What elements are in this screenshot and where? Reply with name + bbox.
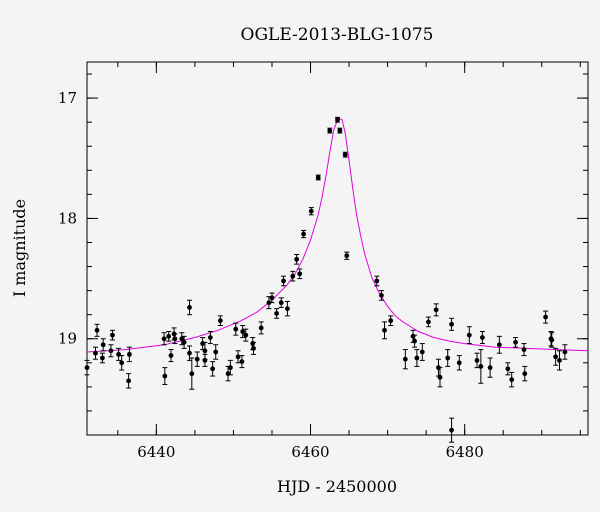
data-point xyxy=(213,349,219,355)
data-point xyxy=(187,305,192,310)
y-tick-label: 18 xyxy=(58,209,77,227)
data-point xyxy=(456,360,462,366)
data-point xyxy=(108,348,114,354)
data-point xyxy=(449,321,454,327)
data-point xyxy=(235,354,241,360)
data-point xyxy=(478,364,484,369)
data-point xyxy=(166,333,172,339)
data-point xyxy=(100,342,106,348)
data-point xyxy=(210,366,216,372)
plot-frame xyxy=(86,61,589,436)
data-point xyxy=(437,374,443,380)
data-point xyxy=(337,128,343,133)
data-point xyxy=(168,353,174,358)
data-point xyxy=(84,365,90,371)
data-point xyxy=(521,347,527,352)
data-point xyxy=(543,314,549,320)
data-point xyxy=(505,366,511,372)
y-tick-label: 19 xyxy=(58,330,77,348)
data-point xyxy=(233,326,239,332)
data-point xyxy=(194,356,200,362)
data-point xyxy=(239,359,245,365)
data-point xyxy=(179,336,185,342)
data-point xyxy=(290,273,296,279)
data-point xyxy=(202,358,208,363)
data-point xyxy=(342,152,348,158)
data-point xyxy=(412,338,417,344)
data-point xyxy=(240,329,246,334)
data-point xyxy=(274,311,280,316)
data-point xyxy=(496,342,502,348)
data-point xyxy=(553,354,559,360)
data-point xyxy=(269,295,275,301)
data-point xyxy=(181,339,187,345)
data-point xyxy=(162,373,168,379)
data-point xyxy=(419,349,425,355)
data-point xyxy=(449,427,454,433)
data-point xyxy=(327,128,333,133)
data-point xyxy=(433,307,439,313)
data-point xyxy=(388,318,394,324)
data-point xyxy=(94,327,100,333)
data-point xyxy=(522,371,528,377)
major-ticks xyxy=(87,62,588,435)
data-point xyxy=(414,355,420,361)
data-point xyxy=(562,349,568,355)
data-point xyxy=(251,345,256,351)
data-point xyxy=(402,356,408,362)
data-point xyxy=(189,371,195,377)
data-point xyxy=(513,339,518,345)
data-point xyxy=(315,175,321,180)
data-point xyxy=(187,350,192,356)
data-point xyxy=(126,378,132,384)
data-point xyxy=(297,271,303,277)
data-point xyxy=(285,306,290,312)
x-tick-label: 6440 xyxy=(137,443,175,461)
data-point xyxy=(93,350,98,356)
model-curve xyxy=(86,118,589,353)
data-point xyxy=(557,358,562,363)
data-point xyxy=(379,293,384,298)
data-point xyxy=(466,332,472,338)
data-point xyxy=(258,325,264,331)
data-point xyxy=(294,256,300,262)
data-point xyxy=(207,335,213,340)
data-point xyxy=(445,355,451,361)
data-points xyxy=(84,116,568,443)
data-point xyxy=(172,336,178,342)
data-point xyxy=(110,332,115,338)
data-point xyxy=(119,360,125,366)
y-axis-label: I magnitude xyxy=(10,199,29,297)
data-point xyxy=(344,253,350,259)
data-point xyxy=(243,332,249,338)
x-axis-label: HJD - 2450000 xyxy=(277,477,397,496)
data-point xyxy=(509,377,515,383)
data-point xyxy=(374,278,380,284)
data-point xyxy=(487,365,493,371)
tick-labels: 6440 6460 6480 17 18 19 xyxy=(58,89,484,461)
data-point xyxy=(335,117,340,123)
x-tick-label: 6460 xyxy=(291,443,329,461)
data-point xyxy=(202,348,208,354)
data-point xyxy=(161,336,167,342)
data-point xyxy=(278,300,284,306)
data-point xyxy=(549,337,555,343)
data-point xyxy=(227,365,233,371)
y-tick-label: 17 xyxy=(58,89,77,107)
data-point xyxy=(308,208,314,214)
data-point xyxy=(266,300,272,306)
data-point xyxy=(301,231,306,237)
data-point xyxy=(100,355,105,361)
data-point xyxy=(480,335,485,340)
data-point xyxy=(474,358,480,363)
data-point xyxy=(426,319,431,325)
data-point xyxy=(281,278,286,284)
data-point xyxy=(217,318,223,324)
data-point xyxy=(126,351,132,357)
data-point xyxy=(382,327,387,333)
chart-title: OGLE-2013-BLG-1075 xyxy=(241,25,434,45)
x-tick-label: 6480 xyxy=(446,443,484,461)
